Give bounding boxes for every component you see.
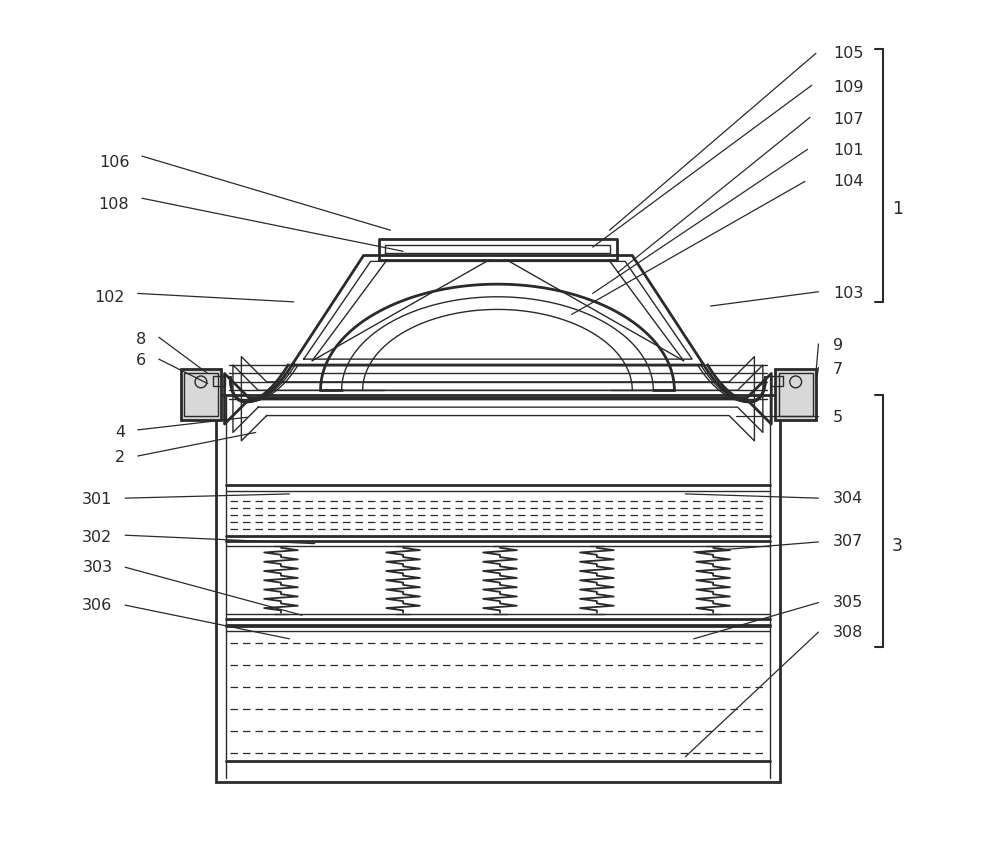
Text: 302: 302	[82, 530, 112, 545]
Text: 104: 104	[833, 174, 863, 189]
Text: 103: 103	[833, 286, 863, 301]
Text: 109: 109	[833, 80, 863, 94]
Bar	[184, 372, 218, 416]
Text: 304: 304	[833, 491, 863, 505]
Bar	[181, 369, 221, 420]
Text: 9: 9	[833, 338, 843, 353]
Bar	[771, 376, 783, 386]
Text: 107: 107	[833, 112, 863, 126]
Text: 1: 1	[892, 200, 903, 218]
Text: 3: 3	[892, 537, 903, 555]
Text: 305: 305	[833, 595, 863, 610]
Bar	[213, 376, 225, 386]
Text: 4: 4	[115, 425, 125, 440]
Text: 8: 8	[136, 332, 146, 347]
Text: 105: 105	[833, 46, 863, 61]
Text: 303: 303	[82, 560, 112, 575]
Text: 301: 301	[82, 493, 112, 507]
Text: 306: 306	[82, 598, 112, 612]
Text: 2: 2	[115, 450, 125, 466]
Text: 7: 7	[833, 362, 843, 377]
Bar	[779, 372, 813, 416]
Text: 102: 102	[95, 290, 125, 305]
Text: 6: 6	[136, 354, 146, 368]
Text: 101: 101	[833, 142, 863, 158]
Text: 5: 5	[833, 410, 843, 425]
Bar	[216, 394, 780, 782]
Text: 307: 307	[833, 534, 863, 550]
Text: 106: 106	[99, 155, 129, 170]
Bar	[775, 369, 816, 420]
Text: 108: 108	[99, 198, 129, 213]
Text: 308: 308	[833, 626, 863, 640]
